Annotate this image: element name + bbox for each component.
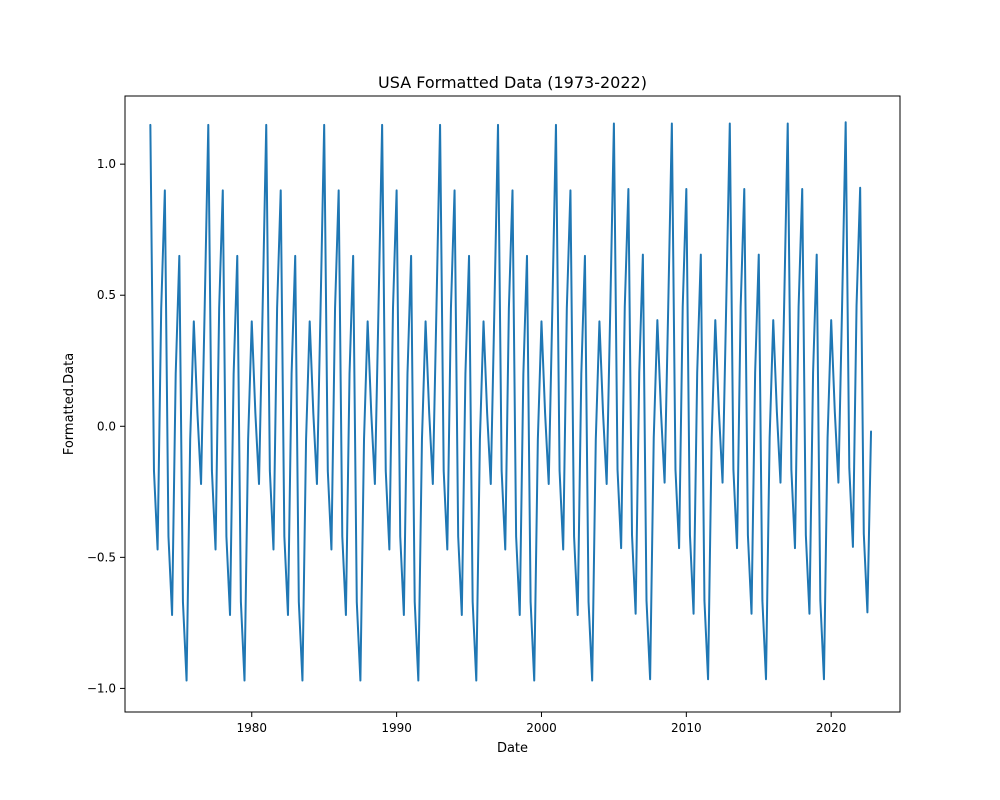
chart-title: USA Formatted Data (1973-2022) bbox=[378, 73, 647, 92]
y-tick-label: 0.0 bbox=[97, 419, 116, 433]
plot-area bbox=[149, 121, 873, 682]
y-tick-label: 1.0 bbox=[97, 157, 116, 171]
x-axis: 1980 1990 2000 2010 2020 bbox=[236, 712, 846, 735]
x-tick-label: 2020 bbox=[816, 721, 847, 735]
x-tick-label: 2000 bbox=[526, 721, 557, 735]
series-line bbox=[149, 121, 873, 682]
axes-frame bbox=[124, 95, 901, 713]
y-axis: −1.0 −0.5 0.0 0.5 1.0 bbox=[87, 157, 125, 695]
y-axis-label: Formatted.Data bbox=[62, 353, 77, 455]
y-tick-label: 0.5 bbox=[97, 288, 116, 302]
y-tick-label: −0.5 bbox=[87, 550, 116, 564]
x-tick-label: 1990 bbox=[381, 721, 412, 735]
x-axis-label: Date bbox=[497, 741, 528, 756]
x-tick-label: 2010 bbox=[671, 721, 702, 735]
y-tick-label: −1.0 bbox=[87, 681, 116, 695]
x-tick-label: 1980 bbox=[236, 721, 267, 735]
